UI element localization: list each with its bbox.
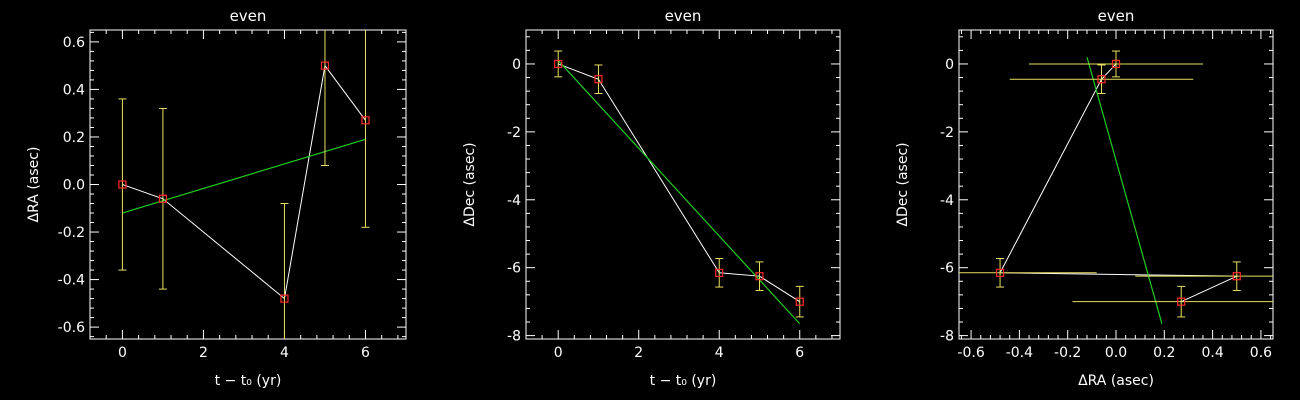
data-point [1232,272,1241,281]
x-tick-label: 0.6 [1250,345,1272,361]
x-tick-label: 0.4 [1201,345,1223,361]
y-tick-label: 0 [512,57,521,73]
y-tick-label: -2 [507,125,521,141]
x-tick-label: 0 [554,345,563,361]
y-axis-label: ΔRA (asec) [26,147,42,223]
y-tick-label: -4 [940,193,954,209]
y-tick-label: -0.6 [58,320,85,336]
data-point [1097,75,1106,84]
chart-panel-3: even -0.6 -0.4 -0.2 0.0 0.2 0.4 0.6 -8 -6 -4 -2 0 ΔRA… [895,7,1274,389]
x-axis-label: t − t₀ (yr) [650,373,717,389]
data-point [755,272,764,281]
y-tick-label: -8 [940,329,954,345]
y-axis-label: ΔDec (asec) [895,142,911,226]
y-tick-label: -4 [507,193,521,209]
fit-line [557,60,801,325]
x-tick-label: 2 [199,345,208,361]
x-tick-label: 6 [795,345,804,361]
data-line [999,63,1237,303]
y-tick-label: -0.4 [58,273,85,289]
y-tick-label: 0.4 [63,82,85,98]
y-tick-label: -6 [507,261,521,277]
data-point [158,194,168,203]
data-point [280,294,289,303]
y-tick-label: -2 [940,125,954,141]
x-axis-label: t − t₀ (yr) [215,373,282,389]
data-point [1111,59,1121,69]
data-point [1177,297,1186,306]
data-point [715,268,724,277]
x-tick-label: 6 [361,345,370,361]
y-axis-label: ΔDec (asec) [462,142,478,226]
x-tick-label: -0.2 [1054,345,1081,361]
y-tick-label: -8 [507,329,521,345]
chart-title: even [665,7,702,25]
x-tick-label: 4 [715,345,724,361]
y-tick-label: 0 [945,57,954,73]
y-tick-label: 0.0 [63,178,85,194]
data-point [795,297,804,306]
data-point [554,59,563,69]
chart-panel-1: even 0 2 4 6 -0.6 -0.4 -0.2 0.0 0.2 0.4 0.6 t − t₀ (… [26,7,407,389]
y-tick-label: -0.2 [58,225,85,241]
chart-panel-2: even 0 2 4 6 -8 -6 -4 -2 0 t − t₀ (yr) ΔDec (asec) [462,7,841,389]
x-axis-label: ΔRA (asec) [1078,373,1154,389]
y-tick-label: -6 [940,261,954,277]
y-tick-label: 0.6 [63,35,85,51]
x-tick-label: 2 [634,345,643,361]
data-point [118,180,127,189]
data-line [122,64,366,300]
plot-area [959,50,1273,324]
data-point [995,268,1005,277]
fit-line [1086,57,1163,324]
data-point [320,61,330,70]
plot-frame [525,29,841,340]
x-tick-label: -0.6 [957,345,984,361]
data-point [594,75,603,84]
plot-frame [89,29,407,340]
x-tick-label: 0.0 [1105,345,1127,361]
chart-title: even [230,7,267,25]
data-point [361,116,370,125]
x-tick-label: 0 [118,345,127,361]
plot-area [118,30,370,339]
y-tick-label: 0.2 [63,130,85,146]
plot-area [554,50,804,325]
x-tick-label: 0.2 [1153,345,1175,361]
chart-title: even [1098,7,1135,25]
x-tick-label: 4 [280,345,289,361]
x-tick-label: -0.4 [1006,345,1033,361]
